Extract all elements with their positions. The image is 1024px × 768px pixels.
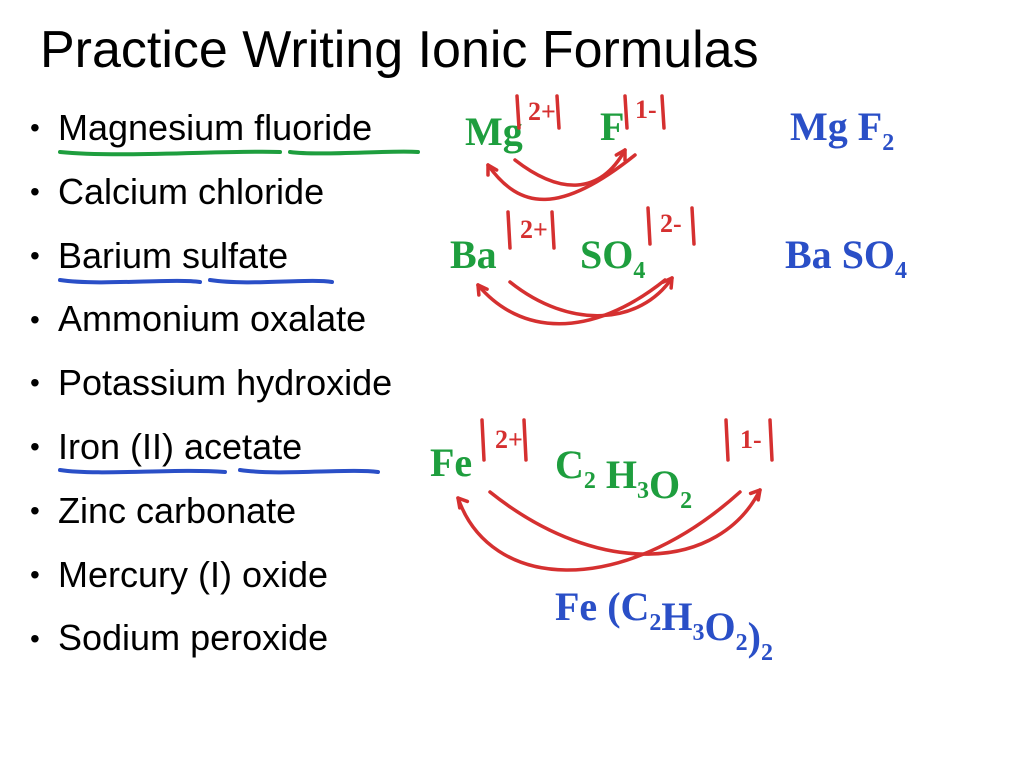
svg-text:2-: 2- — [660, 209, 682, 238]
list-item: •Calcium chloride — [30, 164, 392, 220]
list-item: •Iron (II) acetate — [30, 419, 392, 475]
page-title: Practice Writing Ionic Formulas — [40, 20, 759, 80]
svg-text:2+: 2+ — [520, 215, 548, 244]
list-item: •Sodium peroxide — [30, 610, 392, 666]
list-item: •Mercury (I) oxide — [30, 547, 392, 603]
svg-text:Ba SO4: Ba SO4 — [785, 232, 907, 284]
svg-text:1-: 1- — [740, 425, 762, 454]
svg-text:Fe: Fe — [430, 440, 472, 485]
item-text: Mercury (I) oxide — [58, 547, 328, 603]
svg-text:2+: 2+ — [495, 425, 523, 454]
item-text: Zinc carbonate — [58, 483, 296, 539]
item-text: Sodium peroxide — [58, 610, 328, 666]
svg-text:Mg F2: Mg F2 — [790, 104, 894, 156]
list-item: •Magnesium fluoride — [30, 100, 392, 156]
compound-list: •Magnesium fluoride •Calcium chloride •B… — [30, 100, 392, 674]
svg-text:Ba: Ba — [450, 232, 497, 277]
item-text: Potassium hydroxide — [58, 355, 392, 411]
svg-text:SO4: SO4 — [580, 232, 645, 284]
list-item: •Potassium hydroxide — [30, 355, 392, 411]
list-item: •Barium sulfate — [30, 228, 392, 284]
item-text: Magnesium fluoride — [58, 100, 372, 156]
svg-text:Fe (C2H3O2)2: Fe (C2H3O2)2 — [555, 584, 773, 666]
list-item: •Zinc carbonate — [30, 483, 392, 539]
svg-text:Mg: Mg — [465, 109, 523, 154]
item-text: Barium sulfate — [58, 228, 288, 284]
svg-text:1-: 1- — [635, 95, 657, 124]
list-item: •Ammonium oxalate — [30, 291, 392, 347]
svg-text:F: F — [600, 104, 624, 149]
svg-text:2+: 2+ — [528, 97, 556, 126]
item-text: Iron (II) acetate — [58, 419, 302, 475]
svg-text:C2 H3O2: C2 H3O2 — [555, 442, 692, 514]
item-text: Calcium chloride — [58, 164, 324, 220]
item-text: Ammonium oxalate — [58, 291, 366, 347]
